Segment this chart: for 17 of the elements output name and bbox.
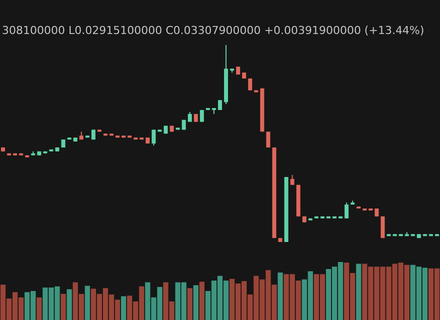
text: 308100000 L0.02915100000 C0.03307900000 +0.00391900000 (+13.44%) bbox=[2, 24, 424, 37]
bar bbox=[356, 264, 362, 320]
candlestick bbox=[200, 110, 204, 122]
candlestick bbox=[266, 131, 270, 148]
bar bbox=[84, 286, 90, 320]
bar bbox=[278, 272, 283, 320]
bar bbox=[66, 289, 72, 320]
candlestick bbox=[152, 129, 156, 146]
bar bbox=[36, 297, 42, 320]
candlestick bbox=[290, 174, 294, 186]
bar bbox=[187, 288, 192, 320]
bar bbox=[193, 285, 198, 320]
candlestick bbox=[344, 202, 349, 219]
candlestick bbox=[188, 111, 192, 122]
bar bbox=[121, 296, 126, 320]
bar bbox=[60, 294, 66, 320]
bar bbox=[199, 282, 204, 320]
